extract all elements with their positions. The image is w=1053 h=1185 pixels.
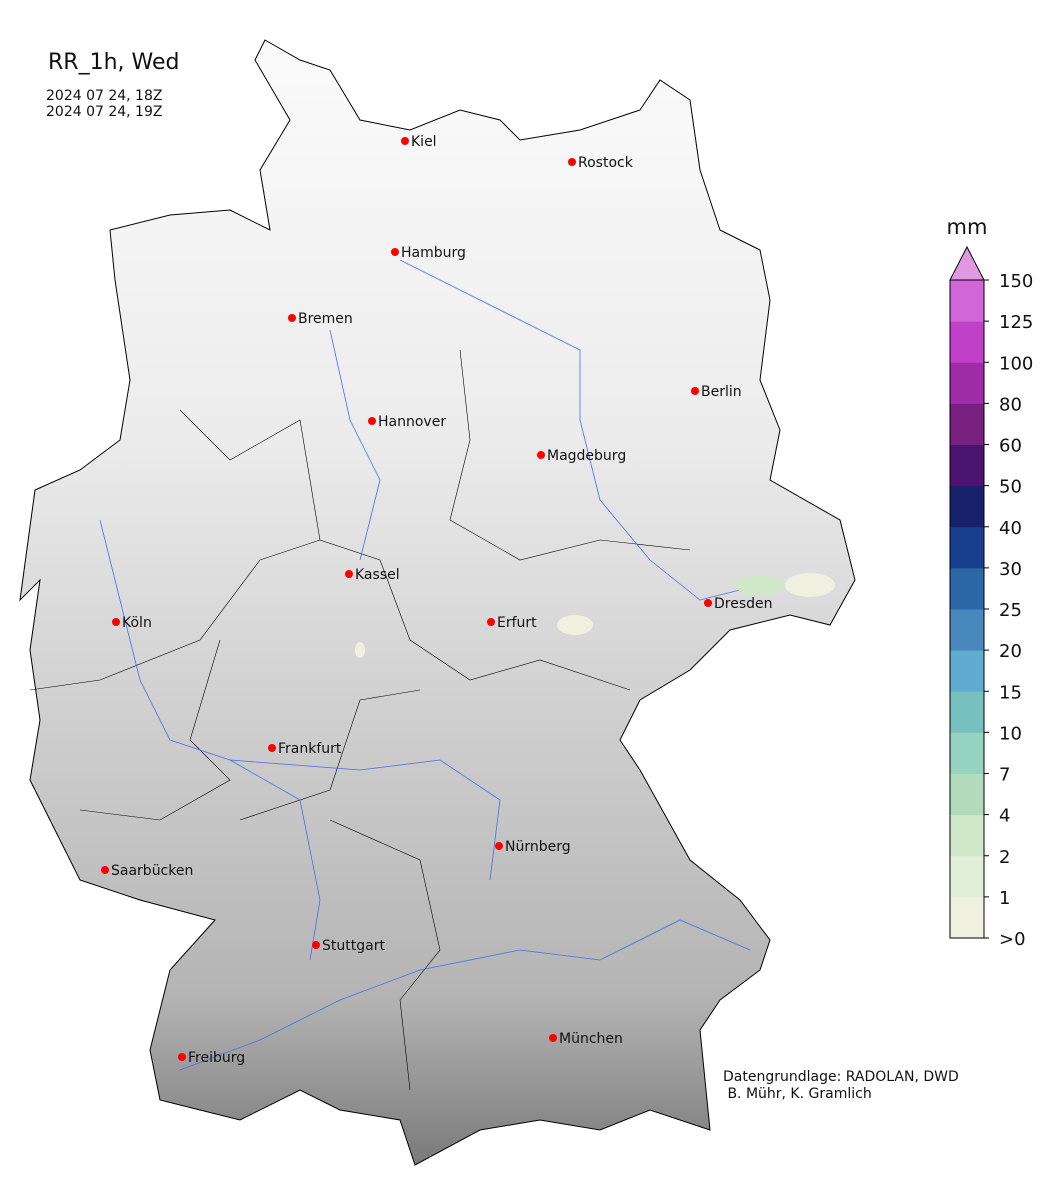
city-nürnberg: Nürnberg <box>495 839 571 855</box>
city-hamburg: Hamburg <box>391 245 466 261</box>
colorbar-tick-label: 25 <box>999 600 1022 621</box>
city-marker <box>101 866 109 874</box>
city-stuttgart: Stuttgart <box>312 938 385 954</box>
city-marker <box>537 451 545 459</box>
data-source-credit: Datengrundlage: RADOLAN, DWD <box>723 1069 959 1085</box>
colorbar-segment <box>950 444 984 487</box>
colorbar-tick-label: 125 <box>999 312 1033 333</box>
colorbar-tick-label: 60 <box>999 436 1022 457</box>
colorbar-segment <box>950 691 984 733</box>
colorbar: >0 1 2 4 7 10 15 20 25 30 40 50 60 80 100 125 150 <box>949 245 1033 950</box>
colorbar-segment <box>950 732 984 774</box>
state-borders <box>29 349 691 1091</box>
city-label: Hamburg <box>401 245 466 261</box>
colorbar-tick-label: 50 <box>999 477 1022 498</box>
city-label: Freiburg <box>188 1050 245 1066</box>
city-rostock: Rostock <box>568 155 634 171</box>
colorbar-segment <box>950 814 984 857</box>
city-bremen: Bremen <box>288 311 353 327</box>
city-marker <box>495 842 503 850</box>
city-hannover: Hannover <box>368 414 446 430</box>
city-label: München <box>559 1031 623 1047</box>
city-label: Dresden <box>714 596 773 612</box>
city-label: Köln <box>122 615 152 631</box>
city-berlin: Berlin <box>691 384 742 400</box>
city-label: Magdeburg <box>547 448 626 464</box>
city-kassel: Kassel <box>345 567 400 583</box>
colorbar-tick-label: 4 <box>999 806 1010 827</box>
city-marker <box>288 314 296 322</box>
city-label: Rostock <box>578 155 634 171</box>
colorbar-tick-label: 80 <box>999 394 1022 415</box>
colorbar-segment <box>950 526 984 569</box>
city-label: Berlin <box>701 384 742 400</box>
colorbar-segment <box>950 773 984 816</box>
colorbar-segment <box>950 280 984 322</box>
city-marker <box>401 137 409 145</box>
city-marker <box>345 570 353 578</box>
colorbar-tick-label: 15 <box>999 682 1022 703</box>
city-frankfurt: Frankfurt <box>268 741 342 757</box>
city-marker <box>312 941 320 949</box>
colorbar-tick-label: 1 <box>999 888 1010 909</box>
colorbar-unit: mm <box>947 215 988 239</box>
colorbar-segment <box>950 567 984 610</box>
city-label: Nürnberg <box>505 839 571 855</box>
colorbar-tick-label: 10 <box>999 723 1022 744</box>
colorbar-tick-label: 150 <box>999 271 1033 292</box>
city-label: Hannover <box>378 414 446 430</box>
city-label: Frankfurt <box>278 741 342 757</box>
city-marker <box>487 618 495 626</box>
city-marker <box>704 599 712 607</box>
city-label: Kiel <box>411 134 437 150</box>
city-marker <box>391 248 399 256</box>
city-freiburg: Freiburg <box>178 1050 245 1066</box>
colorbar-segment <box>950 650 984 692</box>
colorbar-segment <box>950 609 984 651</box>
colorbar-tick-label: 30 <box>999 559 1022 580</box>
city-köln: Köln <box>112 615 152 631</box>
map-title: RR_1h, Wed <box>48 50 180 75</box>
city-marker <box>691 387 699 395</box>
germany-outline <box>19 39 856 1166</box>
city-dresden: Dresden <box>704 596 773 612</box>
colorbar-segment <box>950 321 984 363</box>
city-erfurt: Erfurt <box>487 615 537 631</box>
city-saarbücken: Saarbücken <box>101 863 193 879</box>
city-münchen: München <box>549 1031 623 1047</box>
rivers <box>99 259 781 1071</box>
colorbar-tick-label: 20 <box>999 641 1022 662</box>
colorbar-extend-arrow <box>949 245 985 281</box>
colorbar-segment <box>950 403 984 445</box>
colorbar-segment <box>950 362 984 404</box>
colorbar-segment <box>950 485 984 528</box>
city-magdeburg: Magdeburg <box>537 448 626 464</box>
colorbar-tick-label: 2 <box>999 847 1010 868</box>
time-start: 2024 07 24, 18Z <box>46 88 163 104</box>
city-label: Erfurt <box>497 615 537 631</box>
city-label: Stuttgart <box>322 938 385 954</box>
city-label: Bremen <box>298 311 353 327</box>
colorbar-segment <box>950 896 984 939</box>
time-end: 2024 07 24, 19Z <box>46 104 163 120</box>
city-marker <box>549 1034 557 1042</box>
author-credit: B. Mühr, K. Gramlich <box>723 1086 872 1102</box>
city-kiel: Kiel <box>401 134 437 150</box>
light-rain-patches <box>355 573 835 658</box>
city-marker <box>368 417 376 425</box>
city-marker <box>112 618 120 626</box>
city-marker <box>178 1053 186 1061</box>
colorbar-tick-label: 40 <box>999 518 1022 539</box>
colorbar-segment <box>950 855 984 898</box>
colorbar-tick-label: 100 <box>999 353 1033 374</box>
colorbar-tick-label: 7 <box>999 765 1010 786</box>
city-marker <box>568 158 576 166</box>
colorbar-tick-label: >0 <box>999 929 1026 950</box>
city-marker <box>268 744 276 752</box>
city-label: Saarbücken <box>111 863 193 879</box>
city-label: Kassel <box>355 567 400 583</box>
